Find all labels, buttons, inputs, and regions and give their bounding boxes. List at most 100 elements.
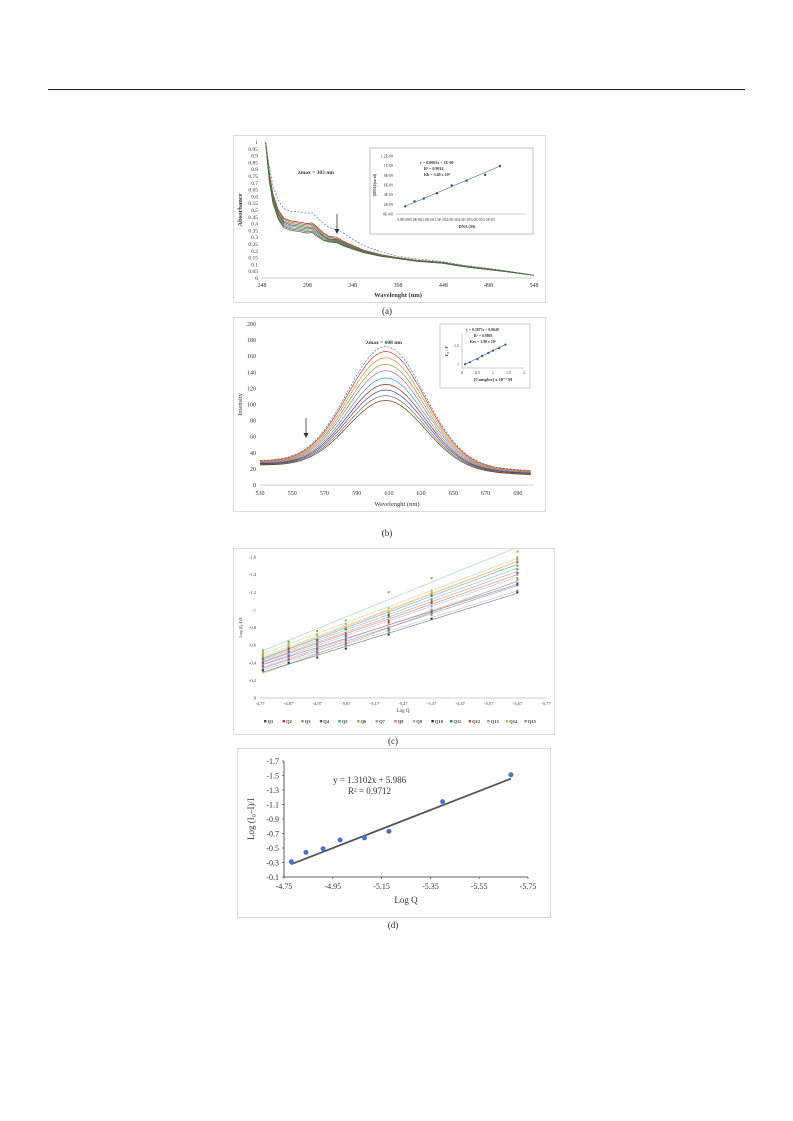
point-Q6 [387, 612, 390, 615]
x-tick-label: 348 [348, 283, 357, 289]
inset-point [413, 200, 416, 203]
y-tick-label: -0,6 [249, 643, 257, 649]
y-tick-label: 0.7 [251, 181, 258, 187]
legend-marker-Q13 [487, 720, 490, 723]
inset-point [498, 346, 501, 350]
point-Q11 [316, 638, 319, 641]
point-Q2 [430, 601, 433, 604]
y-tick-label: 0.25 [248, 242, 258, 248]
y-tick-label: 0.2 [251, 249, 258, 255]
point-Q14 [387, 610, 390, 613]
inset-point [476, 358, 479, 361]
y-tick-label: 0.15 [248, 256, 258, 262]
inset-x-tick: 0.5 [475, 370, 480, 375]
y-tick-label: -1,6 [249, 555, 257, 561]
y-tick-label: 100 [247, 403, 256, 409]
trendline-Q12 [262, 571, 518, 662]
inset-point [464, 363, 467, 366]
legend-marker-Q8 [394, 720, 397, 723]
point-Q10 [430, 617, 433, 620]
point-Q12 [516, 568, 519, 571]
x-tick-label: -5.35 [422, 882, 439, 891]
point-Q10 [387, 633, 390, 636]
x-tick-label: 570 [320, 491, 329, 497]
point-Q3 [516, 577, 519, 580]
y-tick-label: 0.4 [251, 222, 258, 228]
point-Q5 [344, 631, 347, 634]
legend-marker-Q7 [375, 720, 378, 723]
point-Q9 [516, 556, 519, 558]
y-tick-label: 40 [250, 451, 256, 457]
emission-line-8 [260, 389, 531, 475]
legend-label-Q14: Q14 [509, 719, 518, 724]
trendline-Q2 [262, 574, 518, 663]
point-Q9 [261, 651, 264, 654]
point-Q4 [287, 658, 290, 661]
legend-marker-Q5 [338, 720, 341, 723]
data-point [288, 859, 294, 865]
emission-line-7 [260, 384, 531, 474]
data-point [362, 835, 368, 841]
point-Q1 [344, 638, 347, 641]
point-Q13 [287, 659, 290, 662]
inset-x-tick: 1 [492, 370, 494, 375]
x-tick-label: 550 [288, 491, 297, 497]
y-axis-title: Log (I₀–I)/I [246, 798, 256, 840]
point-Q11 [287, 647, 290, 650]
x-tick-label: -5,37 [427, 701, 437, 707]
legend-label-Q12: Q12 [472, 719, 481, 724]
point-Q13 [261, 667, 264, 670]
inset-y-tick: 1.2E-08 [381, 155, 393, 159]
point-Q1 [261, 661, 264, 664]
y-tick-label: -1.7 [266, 757, 279, 766]
x-tick-label: -4,77 [255, 701, 265, 707]
y-tick-label: 0.9 [251, 154, 258, 160]
point-Q10 [516, 591, 519, 594]
x-tick-label: 298 [303, 283, 312, 289]
x-tick-label: 590 [352, 491, 361, 497]
x-tick-label: 548 [530, 283, 539, 289]
trendline-Q7 [262, 576, 518, 665]
fit-line [290, 777, 512, 866]
x-axis-title: Log Q [397, 709, 410, 714]
point-Q15 [316, 630, 319, 633]
spectrum-line-1 [265, 141, 535, 276]
inset-x-tick: 2 [523, 370, 525, 375]
decrease-arrow-head [334, 229, 340, 234]
lambda-max-label: λmax = 608 nm [366, 340, 402, 346]
inset-point [468, 361, 471, 364]
inset-y-title: [DNA]/(εa-εf) [373, 173, 377, 196]
legend-label-Q11: Q11 [454, 719, 463, 724]
point-Q4 [344, 642, 347, 645]
point-Q3 [344, 644, 347, 647]
inset-r2: R² = 0.9863 [474, 334, 492, 338]
inset-equation: y = 0.3977x + 0.9649 [466, 328, 499, 332]
inset-x-ticks: 0.0E+005.0E-061.0E-051.5E-052.0E-052.5E-… [397, 218, 495, 222]
x-tick-label: 398 [394, 283, 403, 289]
point-Q4 [516, 584, 519, 587]
inset-point [404, 205, 407, 208]
spectrum-line-9 [265, 141, 535, 276]
point-Q12 [430, 600, 433, 603]
point-Q13 [344, 645, 347, 648]
point-Q1 [287, 654, 290, 657]
point-Q6 [516, 557, 519, 560]
point-Q8 [516, 578, 519, 581]
point-Q10 [344, 647, 347, 650]
point-Q8 [387, 626, 390, 629]
y-tick-label: 0.75 [248, 174, 258, 180]
emission-line-1 [259, 346, 531, 471]
inset-y-tick: 8E-09 [384, 174, 393, 178]
y-tick-label: -0.3 [266, 859, 279, 868]
y-tick-label: 0.55 [248, 201, 258, 207]
trendline-Q9 [262, 557, 518, 655]
point-Q7 [316, 645, 319, 648]
y-tick-label: -0.7 [266, 830, 279, 839]
point-Q11 [430, 594, 433, 597]
trendline-Q10 [262, 592, 518, 673]
inset-y-tick: 6E-09 [384, 184, 393, 188]
inset-frame [439, 323, 531, 389]
legend-marker-Q14 [505, 720, 509, 723]
legend-label-Q6: Q6 [361, 719, 368, 724]
legend-marker-Q4 [319, 720, 323, 723]
